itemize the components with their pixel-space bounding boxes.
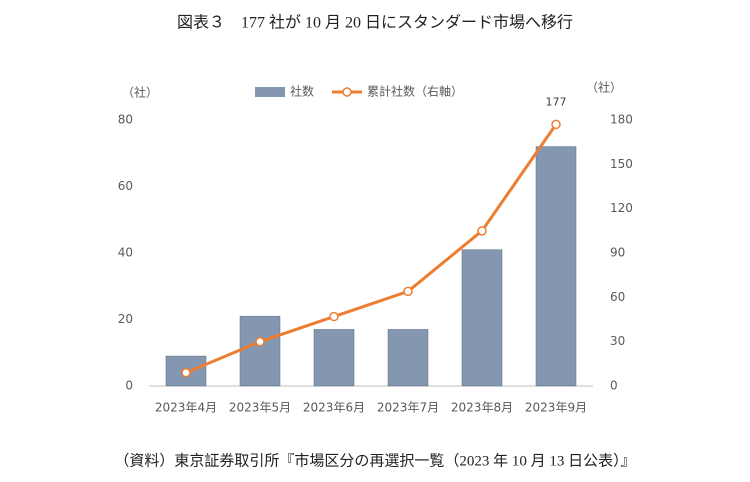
x-tick-label: 2023年8月 <box>451 401 513 415</box>
y-tick-label: 40 <box>118 246 133 260</box>
source-note: （資料）東京証券取引所『市場区分の再選択一覧（2023 年 10 月 13 日公… <box>114 452 635 469</box>
chart-title: 図表３ 177 社が 10 月 20 日にスタンダード市場へ移行 <box>177 14 573 32</box>
x-tick-label: 2023年9月 <box>525 401 587 415</box>
y2-axis-label: （社） <box>586 80 622 95</box>
bar <box>239 315 281 387</box>
y2-tick-label: 120 <box>610 201 633 215</box>
line-marker <box>255 336 265 347</box>
line-marker <box>551 119 561 130</box>
y2-tick-label: 30 <box>610 334 625 348</box>
bar <box>387 329 429 387</box>
line <box>185 123 558 375</box>
legend-swatch <box>342 87 352 97</box>
x-tick-label: 2023年5月 <box>229 401 291 415</box>
y2-tick-label: 0 <box>610 379 618 393</box>
bar <box>461 249 503 387</box>
legend-label: 累計社数（右軸） <box>367 84 463 99</box>
line-marker <box>403 286 413 297</box>
legend-label: 社数 <box>290 84 314 99</box>
y2-tick-label: 150 <box>610 157 633 171</box>
x-tick-label: 2023年4月 <box>155 401 217 415</box>
x-tick-label: 2023年7月 <box>377 401 439 415</box>
y-tick-label: 20 <box>118 312 133 326</box>
y-tick-label: 80 <box>118 113 133 127</box>
line-marker <box>181 367 191 378</box>
y-tick-label: 0 <box>125 379 133 393</box>
line-marker <box>329 311 339 322</box>
y-axis-label: （社） <box>122 85 158 100</box>
y-tick-label: 60 <box>118 179 133 193</box>
bar <box>313 329 355 387</box>
line-marker <box>477 226 487 236</box>
bar <box>535 146 577 387</box>
y2-tick-label: 90 <box>610 246 625 260</box>
legend-swatch <box>255 87 285 97</box>
x-tick-label: 2023年6月 <box>303 401 365 415</box>
y2-tick-label: 180 <box>610 113 633 127</box>
data-label: 177 <box>546 95 567 108</box>
y2-tick-label: 60 <box>610 290 625 304</box>
